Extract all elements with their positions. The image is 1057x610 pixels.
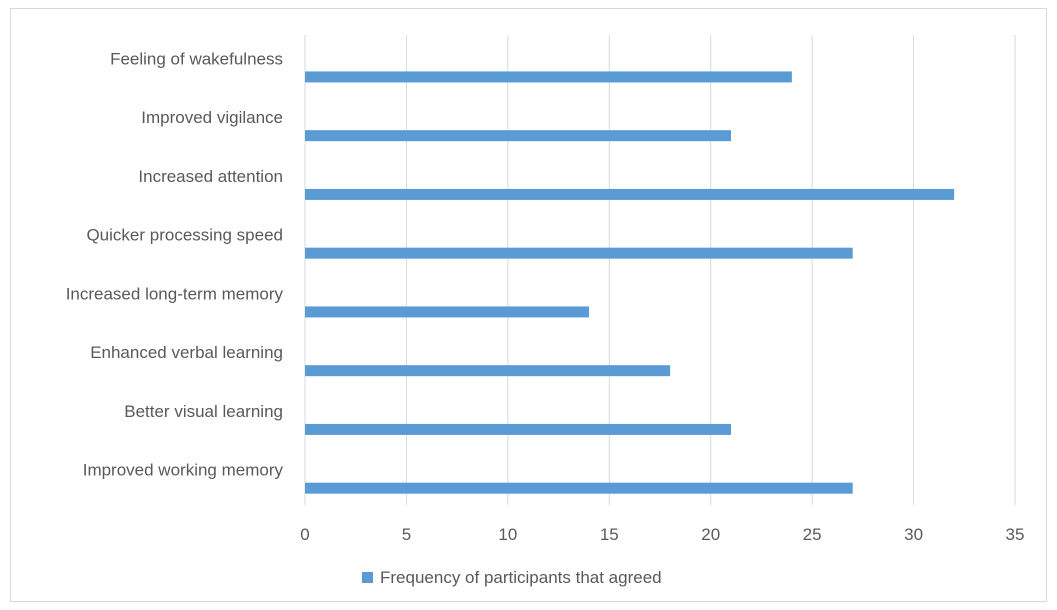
x-axis-tick-labels: 0 5 10 15 20 25 30 35: [300, 525, 1024, 544]
x-tick-label: 20: [701, 525, 720, 544]
bar: [305, 306, 589, 318]
bar: [305, 188, 955, 200]
legend-label: Frequency of participants that agreed: [380, 568, 662, 587]
category-label: Feeling of wakefulness: [110, 49, 283, 68]
category-label: Enhanced verbal learning: [90, 343, 283, 362]
x-tick-label: 25: [803, 525, 822, 544]
category-label: Quicker processing speed: [86, 226, 283, 245]
bars: [305, 71, 955, 494]
x-tick-label: 15: [600, 525, 619, 544]
bar: [305, 71, 792, 83]
category-label: Increased attention: [138, 167, 283, 186]
legend: Frequency of participants that agreed: [362, 568, 662, 587]
category-label: Increased long-term memory: [66, 284, 284, 303]
bar: [305, 423, 731, 435]
x-tick-label: 30: [904, 525, 923, 544]
chart-frame: [10, 8, 1047, 602]
bar: [305, 482, 853, 494]
x-tick-label: 10: [498, 525, 517, 544]
category-label: Improved vigilance: [141, 108, 283, 127]
bar: [305, 130, 731, 142]
bar: [305, 365, 671, 377]
legend-swatch: [362, 572, 373, 583]
category-label: Improved working memory: [83, 461, 284, 480]
x-tick-label: 35: [1006, 525, 1025, 544]
bar: [305, 247, 853, 259]
x-tick-label: 5: [402, 525, 411, 544]
x-tick-label: 0: [300, 525, 309, 544]
category-labels: Feeling of wakefulness Improved vigilance…: [66, 49, 284, 479]
category-label: Better visual learning: [124, 402, 283, 421]
